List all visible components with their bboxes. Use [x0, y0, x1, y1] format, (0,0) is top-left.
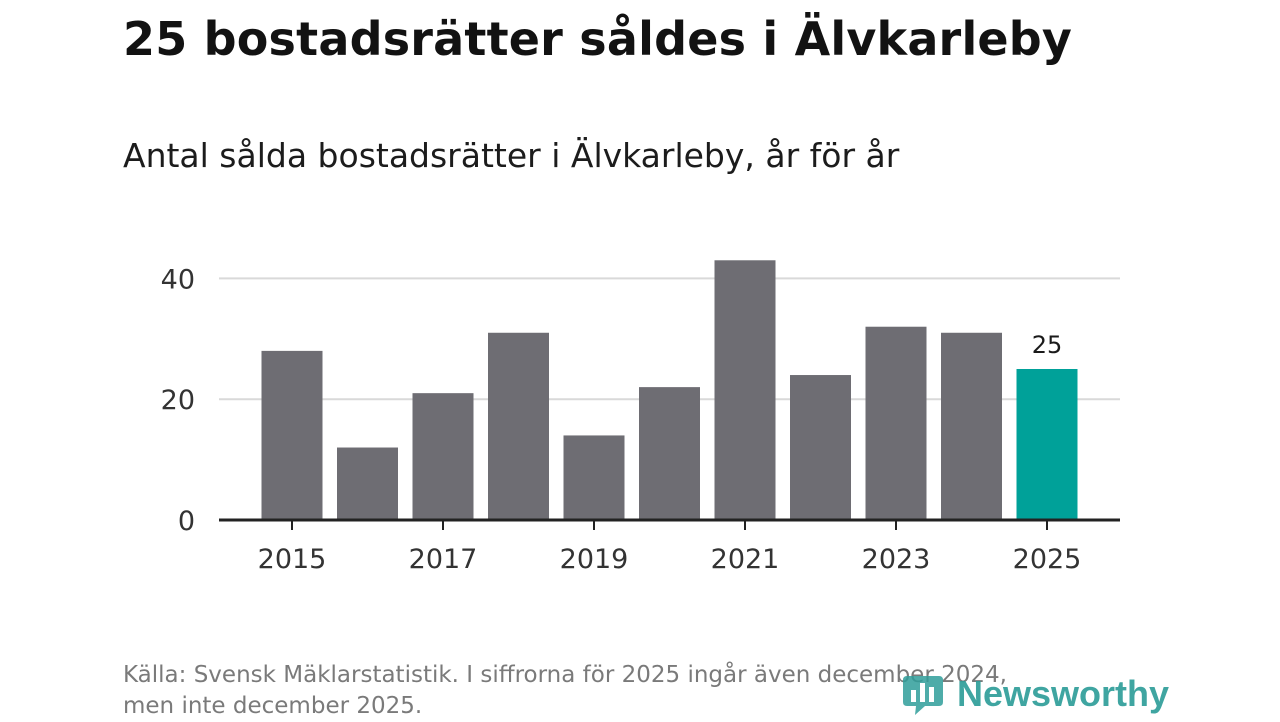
- logo-text: Newsworthy: [957, 673, 1170, 714]
- x-tick-label-2025: 2025: [1013, 544, 1082, 575]
- bar-2016: [337, 447, 398, 520]
- source-footnote: Källa: Svensk Mäklarstatistik. I siffror…: [123, 660, 1123, 722]
- y-tick-label-40: 40: [161, 264, 195, 295]
- bar-2023: [865, 326, 927, 520]
- bar-2025: [1016, 369, 1078, 520]
- bar-2021: [714, 260, 776, 520]
- x-tick-label-2021: 2021: [711, 544, 780, 575]
- bar-2015: [261, 350, 323, 520]
- data-label-2025: 25: [1032, 331, 1063, 359]
- x-tick-label-2019: 2019: [560, 544, 629, 575]
- bar-2017: [412, 393, 474, 520]
- bar-2018: [488, 332, 549, 520]
- y-tick-label-0: 0: [178, 506, 195, 537]
- x-tick-label-2015: 2015: [258, 544, 327, 575]
- x-tick-label-2023: 2023: [862, 544, 931, 575]
- bar-2022: [790, 375, 851, 520]
- bar-2020: [639, 387, 700, 520]
- bar-2019: [563, 435, 625, 520]
- footnote-line-1: Källa: Svensk Mäklarstatistik. I siffror…: [123, 662, 1007, 688]
- chart-subtitle: Antal sålda bostadsrätter i Älvkarleby, …: [123, 136, 900, 175]
- y-tick-label-20: 20: [161, 385, 195, 416]
- footnote-line-2: men inte december 2025.: [123, 693, 423, 719]
- chart-title: 25 bostadsrätter såldes i Älvkarleby: [123, 12, 1073, 66]
- newsworthy-logo[interactable]: Newsworthy: [903, 668, 1169, 720]
- x-tick-label-2017: 2017: [409, 544, 478, 575]
- bar-chart-logo-icon: [903, 676, 943, 715]
- bar-2024: [941, 332, 1002, 520]
